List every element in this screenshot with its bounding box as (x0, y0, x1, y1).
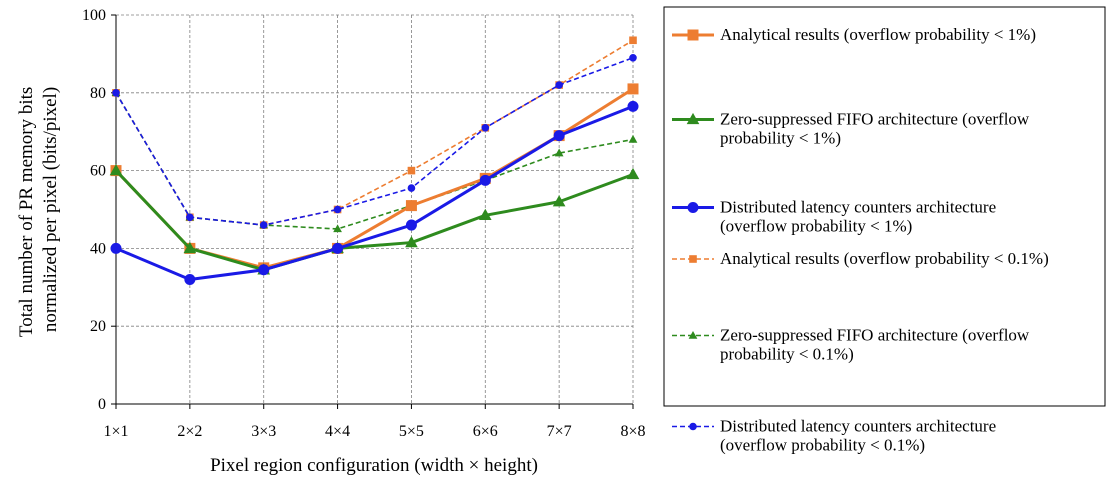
legend-marker (687, 202, 699, 213)
legend-label: probability < 0.1%) (720, 345, 854, 364)
data-point (332, 242, 344, 254)
y-axis-label: Total number of PR memory bits normalize… (16, 82, 61, 337)
legend-marker (687, 29, 699, 41)
data-point (109, 164, 123, 176)
data-point (186, 213, 194, 222)
data-point (627, 83, 639, 95)
tick-labels: 0 20 40 60 80 100 1×1 2×2 3×3 4×4 5×5 6×6 7×7 8×8 (82, 7, 646, 440)
x-axis-label: Pixel region configuration (width × heig… (210, 455, 538, 476)
legend-label: Zero-suppressed FIFO architecture (overf… (720, 326, 1030, 345)
series-line (114, 169, 634, 272)
series-line (115, 92, 634, 230)
x-tick-label: 7×7 (547, 423, 572, 440)
series-dashed-circle (112, 53, 637, 229)
data-point (183, 241, 197, 254)
legend-entry: Distributed latency counters architectur… (672, 198, 996, 236)
x-tick-label: 5×5 (399, 423, 424, 440)
legend-label: probability < 1%) (720, 129, 841, 148)
y-tick-label: 20 (90, 318, 106, 335)
x-tick-label: 3×3 (251, 423, 276, 440)
legend-marker (688, 330, 698, 339)
data-point (626, 167, 640, 180)
x-tick-label: 2×2 (177, 423, 202, 440)
y-axis-label-line-2: normalized per pixel (bits/pixel) (40, 87, 61, 332)
y-tick-label: 40 (90, 240, 106, 257)
x-tick-label: 1×1 (103, 423, 128, 440)
data-point (554, 148, 564, 157)
y-axis-label-line-1: Total number of PR memory bits (16, 87, 37, 337)
legend-marker (686, 112, 700, 125)
legend-entry: Distributed latency counters architectur… (672, 417, 996, 455)
data-point (553, 130, 565, 142)
legend-label: Distributed latency counters architectur… (720, 198, 996, 217)
data-point (629, 53, 637, 62)
legend-box (663, 6, 1106, 407)
series-line (115, 105, 634, 282)
data-point (555, 81, 563, 89)
legend-marker (689, 422, 697, 431)
data-point (481, 124, 490, 132)
data-point (259, 221, 268, 229)
data-point (110, 242, 122, 254)
x-tick-label: 8×8 (620, 423, 645, 440)
legend-marker (689, 255, 697, 263)
legend-entry: Analytical results (overflow probability… (672, 25, 1036, 44)
legend-label: Zero-suppressed FIFO architecture (overf… (720, 110, 1030, 129)
y-tick-label: 0 (98, 396, 106, 413)
data-point (112, 89, 120, 97)
legend-entry: Zero-suppressed FIFO architecture (overf… (672, 326, 1030, 364)
x-tick-label: 6×6 (473, 423, 498, 440)
data-point (405, 235, 418, 248)
x-tick-label: 4×4 (325, 423, 350, 440)
legend-label: Distributed latency counters architectur… (720, 417, 996, 436)
legend: Analytical results (overflow probability… (672, 25, 1049, 455)
legend-label: (overflow probability < 0.1%) (720, 436, 925, 455)
legend-label: Analytical results (overflow probability… (720, 25, 1036, 44)
data-point (333, 224, 342, 233)
series-line (115, 39, 634, 226)
data-point (405, 200, 417, 212)
data-point (258, 264, 270, 276)
data-point (407, 184, 416, 192)
data-point (629, 36, 637, 45)
legend-entry: Zero-suppressed FIFO architecture (overf… (672, 110, 1030, 148)
data-point (627, 100, 639, 112)
data-point (184, 274, 196, 286)
data-point (479, 174, 491, 186)
data-point (628, 134, 638, 143)
data-point (478, 208, 492, 221)
legend-label: Analytical results (overflow probability… (720, 249, 1049, 268)
data-point (333, 205, 342, 214)
data-point (552, 195, 566, 207)
y-tick-label: 60 (90, 163, 106, 180)
series-group (109, 36, 640, 286)
legend-label: (overflow probability < 1%) (720, 217, 912, 236)
data-point (407, 166, 416, 175)
series-solid-circle (110, 100, 639, 286)
y-tick-label: 100 (82, 7, 106, 24)
data-point (405, 219, 417, 231)
legend-entry: Analytical results (overflow probability… (672, 249, 1049, 268)
y-tick-label: 80 (90, 85, 106, 102)
series-line (115, 57, 634, 226)
